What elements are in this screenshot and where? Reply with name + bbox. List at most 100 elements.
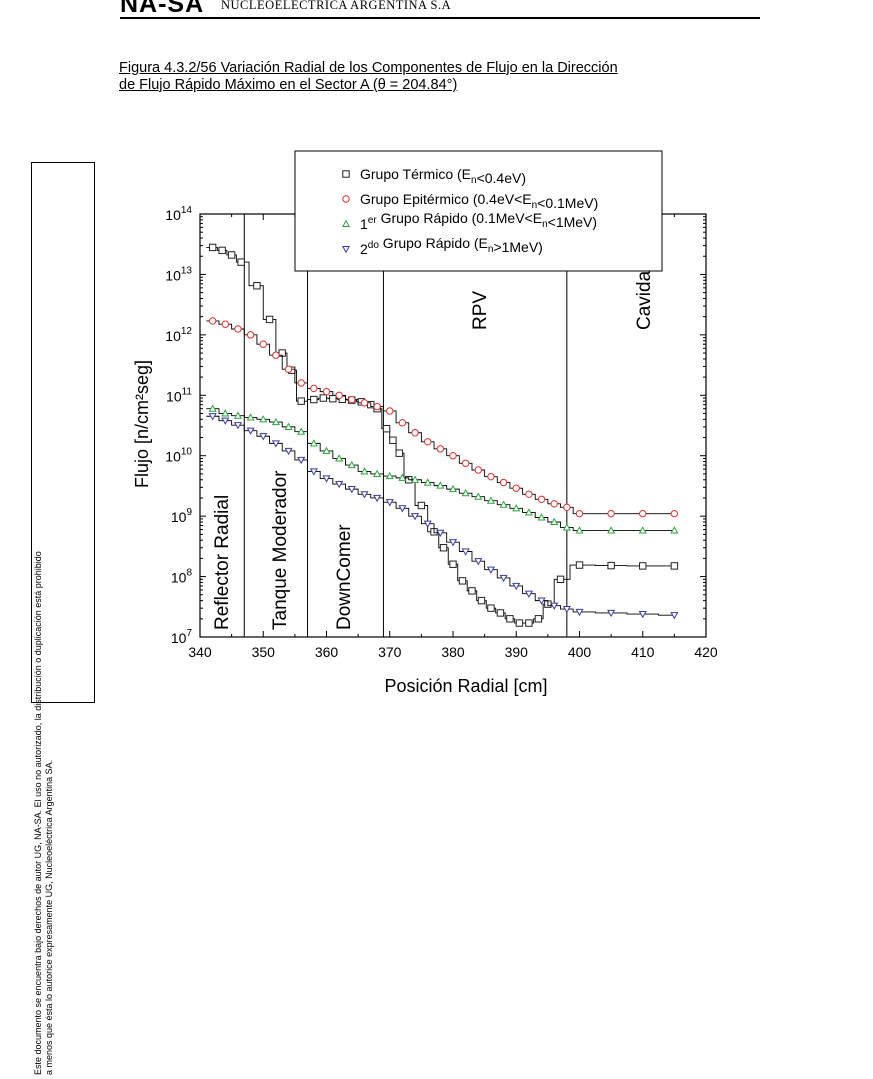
triangle-down-marker xyxy=(670,612,679,620)
region-label: Tanque Moderador xyxy=(270,470,291,630)
series-layer xyxy=(206,243,679,627)
triangle-up-marker xyxy=(259,415,268,423)
caption-line-1: Figura 4.3.2/56 Variación Radial de los … xyxy=(119,60,618,76)
company-logo: NA-SA xyxy=(120,0,205,18)
circle-marker xyxy=(436,445,445,453)
triangle-down-marker xyxy=(461,548,470,556)
x-tick-label: 370 xyxy=(378,644,402,660)
square-marker xyxy=(525,619,533,627)
circle-marker xyxy=(607,509,615,518)
triangle-down-marker xyxy=(385,499,394,507)
triangle-down-marker xyxy=(411,513,420,521)
legend-entry: Grupo Epitérmico (0.4eV<En<0.1MeV) xyxy=(360,191,598,211)
triangle-up-marker xyxy=(474,492,483,500)
square-marker xyxy=(496,609,505,617)
legend-entry: Grupo Térmico (En<0.4eV) xyxy=(360,166,526,186)
triangle-down-marker xyxy=(448,539,458,547)
series-1 xyxy=(206,243,679,627)
square-marker xyxy=(506,615,514,623)
series-3 xyxy=(206,404,679,534)
y-tick-label: 107 xyxy=(171,628,193,646)
triangle-up-marker xyxy=(448,484,458,493)
circle-marker xyxy=(563,503,571,512)
square-marker xyxy=(342,170,350,178)
triangle-up-marker xyxy=(398,473,407,481)
y-tick-label: 108 xyxy=(171,568,193,586)
triangle-up-marker xyxy=(233,411,242,419)
circle-marker xyxy=(342,195,350,203)
triangle-down-marker xyxy=(246,427,255,435)
triangle-up-marker xyxy=(208,404,217,412)
company-name: NUCLEOELÉCTRICA ARGENTINA S.A xyxy=(221,0,452,12)
x-tick-label: 360 xyxy=(315,644,339,660)
triangle-down-marker xyxy=(322,475,331,483)
series-2 xyxy=(206,317,679,518)
triangle-up-marker xyxy=(575,526,584,534)
circle-marker xyxy=(525,490,533,498)
triangle-up-marker xyxy=(360,467,369,475)
triangle-up-marker xyxy=(284,422,293,430)
triangle-down-marker xyxy=(486,566,495,574)
square-marker xyxy=(329,394,337,403)
triangle-down-marker xyxy=(284,447,293,456)
circle-marker xyxy=(246,331,255,339)
legend-entry: 1er Grupo Rápido (0.1MeV<En<1MeV) xyxy=(360,210,597,232)
circle-marker xyxy=(234,325,242,333)
series-4 xyxy=(206,413,679,620)
triangle-up-marker xyxy=(486,496,495,504)
square-marker xyxy=(237,258,245,266)
square-marker xyxy=(487,604,495,612)
x-tick-label: 390 xyxy=(505,644,529,660)
triangle-up-marker xyxy=(499,500,508,508)
y-axis-ticks: 107 108 109 1010 1011 1012 1013 1014 xyxy=(165,205,706,646)
square-marker xyxy=(417,501,426,510)
square-marker xyxy=(253,282,261,290)
circle-marker xyxy=(310,384,318,393)
triangle-down-marker xyxy=(423,520,432,528)
square-marker xyxy=(218,246,226,255)
triangle-down-marker xyxy=(233,422,242,430)
x-tick-label: 400 xyxy=(568,644,592,660)
square-marker xyxy=(670,562,679,570)
x-tick-label: 340 xyxy=(188,644,212,660)
circle-marker xyxy=(297,379,305,387)
circle-marker xyxy=(639,509,647,518)
circle-marker xyxy=(461,459,470,467)
square-marker xyxy=(389,436,397,444)
triangle-down-marker xyxy=(297,456,306,465)
region-label: Reflector Radial xyxy=(212,495,233,630)
triangle-up-marker xyxy=(411,475,420,483)
circle-marker xyxy=(499,478,508,487)
triangle-up-marker xyxy=(341,219,351,228)
x-axis-label: Posición Radial [cm] xyxy=(384,676,547,696)
y-tick-label: 1010 xyxy=(165,447,192,465)
triangle-up-marker xyxy=(670,526,679,534)
triangle-down-marker xyxy=(208,413,217,421)
triangle-up-marker xyxy=(221,409,230,417)
circle-marker xyxy=(449,452,457,460)
y-tick-label: 1012 xyxy=(165,326,192,344)
triangle-up-marker xyxy=(385,471,394,480)
triangle-up-marker xyxy=(271,417,280,426)
region-label: Cavidad xyxy=(634,260,655,330)
triangle-down-marker xyxy=(221,417,230,425)
legend-box xyxy=(294,150,663,272)
triangle-up-marker xyxy=(246,413,255,421)
region-label: DownComer xyxy=(334,524,355,630)
header-bar: NA-SA NUCLEOELÉCTRICA ARGENTINA S.A xyxy=(120,0,760,19)
y-tick-label: 1013 xyxy=(165,265,192,283)
square-marker xyxy=(208,243,217,252)
circle-marker xyxy=(221,320,230,328)
y-tick-label: 1014 xyxy=(165,205,192,223)
triangle-down-marker xyxy=(259,433,268,441)
triangle-down-marker xyxy=(562,605,571,614)
circle-marker xyxy=(411,429,419,437)
triangle-up-marker xyxy=(335,454,344,462)
circle-marker xyxy=(398,419,407,427)
triangle-up-marker xyxy=(322,446,331,454)
circle-marker xyxy=(322,387,331,396)
square-marker xyxy=(265,315,274,324)
square-marker xyxy=(575,561,584,569)
triangle-down-marker xyxy=(341,245,351,254)
circle-marker xyxy=(670,509,679,518)
